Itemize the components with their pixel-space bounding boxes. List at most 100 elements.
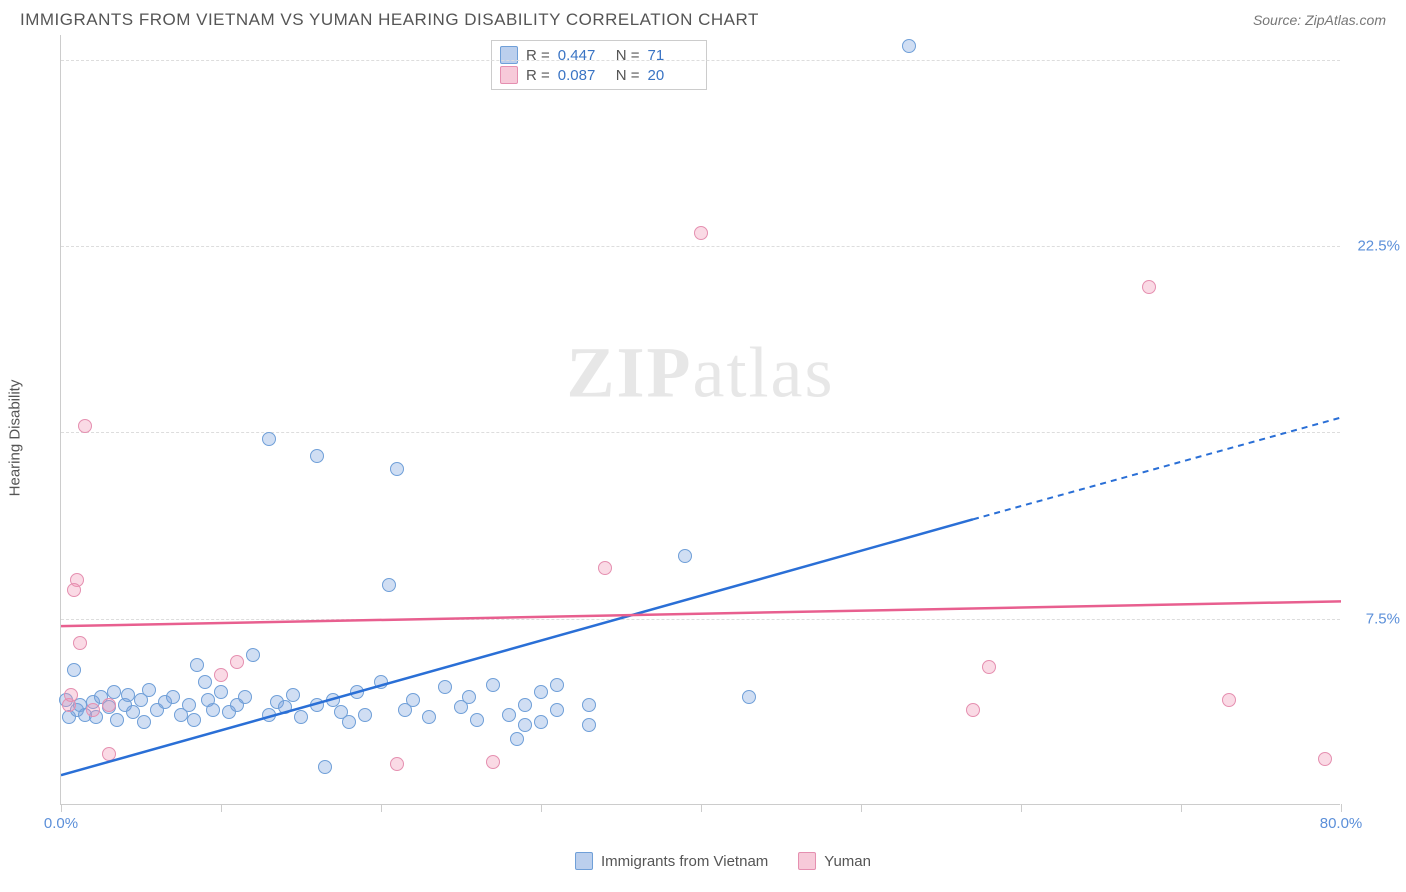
x-tick-label: 0.0% <box>44 815 78 832</box>
scatter-point <box>502 708 516 722</box>
scatter-point <box>358 708 372 722</box>
x-tick <box>1341 804 1342 812</box>
scatter-point <box>510 732 524 746</box>
scatter-point <box>214 685 228 699</box>
scatter-point <box>286 688 300 702</box>
scatter-point <box>582 718 596 732</box>
scatter-point <box>246 648 260 662</box>
gridline <box>61 619 1340 620</box>
chart-container: Hearing Disability ZIPatlas R =0.447N =7… <box>60 35 1386 840</box>
scatter-point <box>382 578 396 592</box>
source-label: Source: ZipAtlas.com <box>1253 12 1386 28</box>
legend-item: Yuman <box>798 852 871 870</box>
scatter-point <box>550 678 564 692</box>
scatter-point <box>230 655 244 669</box>
stat-n-label: N = <box>616 47 640 64</box>
scatter-point <box>238 690 252 704</box>
x-tick <box>1021 804 1022 812</box>
watermark: ZIPatlas <box>567 332 835 415</box>
scatter-point <box>190 658 204 672</box>
scatter-point <box>64 688 78 702</box>
stat-r-label: R = <box>526 67 550 84</box>
scatter-point <box>470 713 484 727</box>
scatter-point <box>534 685 548 699</box>
legend-swatch <box>500 66 518 84</box>
stats-row: R = 0.087 N = 20 <box>500 65 698 85</box>
scatter-point <box>374 675 388 689</box>
stat-n-label: N = <box>616 67 640 84</box>
x-tick <box>541 804 542 812</box>
x-tick <box>61 804 62 812</box>
scatter-point <box>902 39 916 53</box>
stat-r-value: 0.447 <box>558 47 608 64</box>
y-tick-label: 7.5% <box>1366 610 1400 627</box>
scatter-point <box>294 710 308 724</box>
scatter-point <box>350 685 364 699</box>
legend-swatch <box>798 852 816 870</box>
scatter-point <box>390 757 404 771</box>
scatter-point <box>206 703 220 717</box>
scatter-point <box>182 698 196 712</box>
scatter-point <box>1318 752 1332 766</box>
x-tick <box>861 804 862 812</box>
scatter-point <box>486 678 500 692</box>
scatter-point <box>406 693 420 707</box>
scatter-point <box>102 698 116 712</box>
x-tick <box>381 804 382 812</box>
x-tick <box>701 804 702 812</box>
scatter-point <box>582 698 596 712</box>
stats-legend: R =0.447N =71R =0.087N =20 <box>491 40 707 90</box>
scatter-point <box>73 636 87 650</box>
scatter-point <box>187 713 201 727</box>
scatter-point <box>310 698 324 712</box>
scatter-point <box>462 690 476 704</box>
legend-swatch <box>575 852 593 870</box>
chart-title: IMMIGRANTS FROM VIETNAM VS YUMAN HEARING… <box>20 10 759 30</box>
scatter-point <box>214 668 228 682</box>
legend-item: Immigrants from Vietnam <box>575 852 768 870</box>
stat-n-value: 20 <box>648 67 698 84</box>
scatter-point <box>310 449 324 463</box>
legend-swatch <box>500 46 518 64</box>
scatter-point <box>422 710 436 724</box>
scatter-point <box>137 715 151 729</box>
stat-r-value: 0.087 <box>558 67 608 84</box>
scatter-point <box>102 747 116 761</box>
gridline <box>61 246 1340 247</box>
x-tick <box>1181 804 1182 812</box>
scatter-point <box>198 675 212 689</box>
scatter-point <box>550 703 564 717</box>
scatter-point <box>438 680 452 694</box>
scatter-point <box>318 760 332 774</box>
legend-label: Yuman <box>824 853 871 870</box>
y-axis-label: Hearing Disability <box>7 379 24 496</box>
scatter-point <box>86 703 100 717</box>
trend-lines <box>61 35 1341 805</box>
stats-row: R =0.447N =71 <box>500 45 698 65</box>
scatter-point <box>262 432 276 446</box>
gridline <box>61 60 1340 61</box>
scatter-point <box>67 663 81 677</box>
scatter-point <box>534 715 548 729</box>
scatter-point <box>742 690 756 704</box>
scatter-point <box>390 462 404 476</box>
legend-label: Immigrants from Vietnam <box>601 853 768 870</box>
scatter-point <box>598 561 612 575</box>
scatter-point <box>110 713 124 727</box>
scatter-point <box>518 718 532 732</box>
scatter-point <box>1142 280 1156 294</box>
scatter-point <box>518 698 532 712</box>
scatter-point <box>342 715 356 729</box>
stat-r-label: R = <box>526 47 550 64</box>
scatter-point <box>278 700 292 714</box>
scatter-point <box>262 708 276 722</box>
scatter-point <box>142 683 156 697</box>
scatter-point <box>1222 693 1236 707</box>
scatter-point <box>966 703 980 717</box>
x-tick <box>221 804 222 812</box>
y-tick-label: 22.5% <box>1357 238 1400 255</box>
bottom-legend: Immigrants from Vietnam Yuman <box>575 852 871 870</box>
x-tick-label: 80.0% <box>1320 815 1363 832</box>
scatter-point <box>166 690 180 704</box>
scatter-point <box>982 660 996 674</box>
